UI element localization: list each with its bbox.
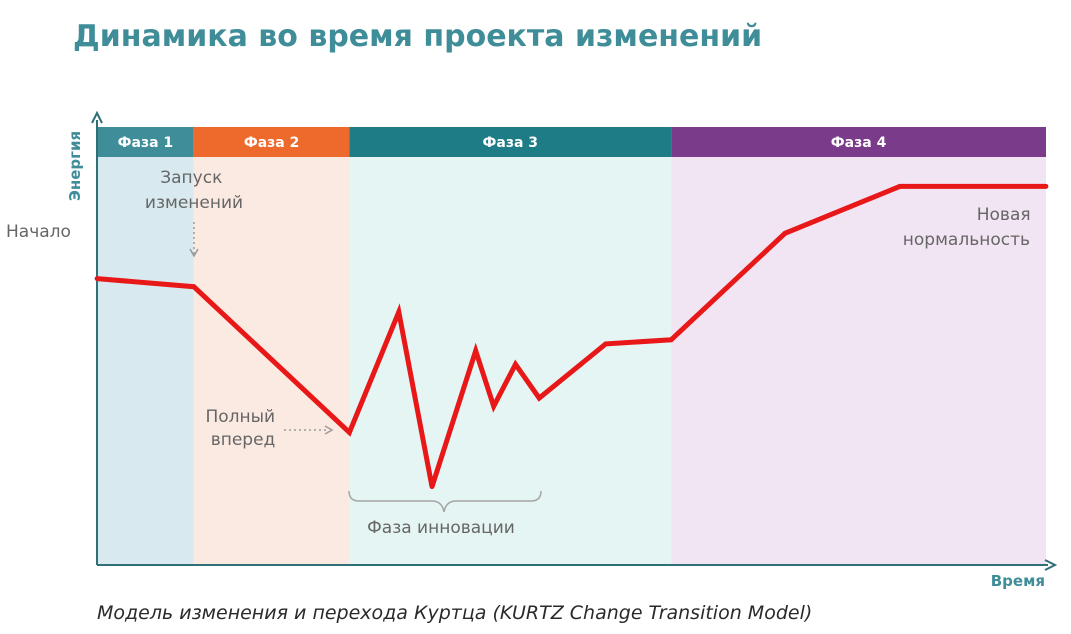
phase-label-1: Фаза 1 (118, 135, 174, 151)
annotation-innovation: Фаза инновации (367, 518, 515, 538)
phase-header-4 (671, 127, 1046, 157)
data-point-13 (897, 183, 903, 189)
x-axis-label: Время (991, 572, 1045, 590)
axes: Энергия Время (66, 110, 1058, 590)
data-point-3 (347, 430, 352, 435)
annotation-marks (189, 222, 542, 513)
y-axis-arrow (91, 110, 103, 124)
data-point-2 (191, 284, 197, 290)
annotations: Начало Запуск изменений Полный вперед Фа… (6, 168, 1036, 538)
phase-label-3: Фаза 3 (483, 135, 539, 151)
phase-band-4 (671, 157, 1046, 565)
data-point-1 (94, 276, 100, 281)
phase-band-1 (97, 157, 194, 565)
data-point-9 (536, 395, 542, 401)
energy-curve (96, 183, 1046, 488)
x-axis-arrow (1044, 559, 1058, 571)
annotation-launch: Запуск изменений (145, 168, 243, 213)
energy-points (94, 183, 1049, 490)
data-point-7 (491, 403, 497, 409)
phase-header-3 (349, 127, 672, 157)
data-point-10 (603, 341, 609, 347)
phase-band-3 (349, 157, 672, 565)
data-point-6 (473, 348, 479, 354)
data-point-4 (396, 309, 402, 315)
full-ahead-arrow-head (324, 425, 334, 435)
phase-label-2: Фаза 2 (244, 135, 300, 151)
innovation-brace (348, 490, 542, 513)
phase-header-1 (97, 127, 194, 157)
phase-headers: Фаза 1 Фаза 2 Фаза 3 Фаза 4 (97, 127, 1046, 157)
y-axis-label: Энергия (66, 131, 84, 201)
phase-header-2 (193, 127, 350, 157)
data-point-12 (782, 230, 788, 236)
data-point-8 (513, 361, 518, 367)
phase-bands (97, 157, 1046, 565)
chart-caption: Модель изменения и перехода Куртца (KURT… (97, 602, 812, 624)
annotation-new-normal: Новая нормальность (903, 205, 1036, 250)
annotation-start: Начало (6, 222, 71, 242)
chart-title: Динамика во время проекта изменений (73, 19, 762, 54)
annotation-full-ahead: Полный вперед (205, 407, 280, 450)
data-point-11 (668, 337, 674, 343)
phase-label-4: Фаза 4 (831, 135, 887, 151)
data-point-5 (429, 484, 435, 490)
launch-arrow-head (189, 248, 199, 258)
data-point-14 (1043, 183, 1049, 189)
